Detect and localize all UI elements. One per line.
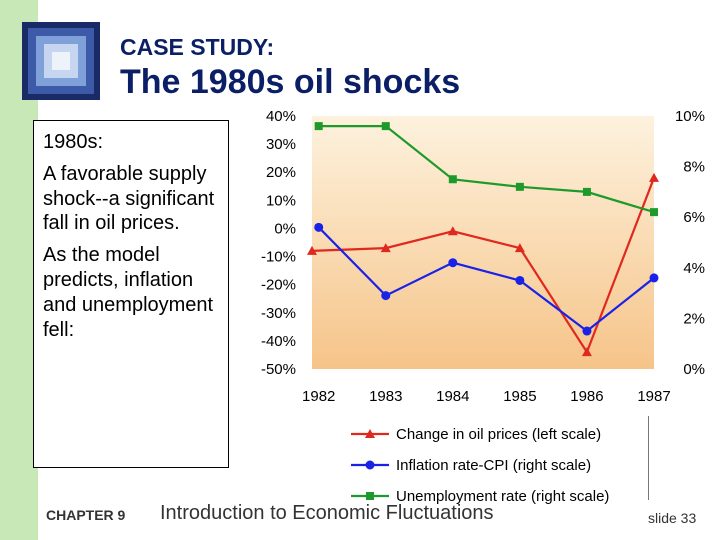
x-tick-label: 1983 [369, 388, 402, 405]
x-tick-label: 1987 [637, 388, 670, 405]
footer-chapter: CHAPTER 9 [46, 507, 126, 523]
legend-label: Change in oil prices (left scale) [396, 426, 601, 443]
left-tick-label: 20% [266, 164, 296, 181]
data-point [582, 187, 591, 196]
data-point [582, 326, 592, 336]
data-point [314, 122, 323, 131]
slide-title: The 1980s oil shocks [120, 63, 461, 101]
left-tick-label: 0% [274, 220, 296, 237]
legend-marker [366, 492, 374, 500]
data-point [448, 258, 458, 268]
legend-marker [365, 429, 375, 438]
body-line-1: 1980s: [43, 131, 104, 153]
text-box: 1980s: A favorable supply shock--a signi… [33, 120, 229, 468]
left-tick-label: -20% [261, 277, 296, 294]
data-point [581, 347, 592, 357]
x-tick-label: 1984 [436, 388, 469, 405]
left-tick-label: 30% [266, 136, 296, 153]
data-point [307, 245, 317, 255]
right-tick-label: 8% [683, 159, 705, 176]
left-tick-label: 40% [266, 108, 296, 125]
data-point [515, 275, 525, 285]
right-tick-label: 0% [683, 361, 705, 378]
data-point [649, 172, 659, 182]
right-tick-label: 10% [675, 108, 705, 125]
data-point [314, 222, 324, 232]
left-tick-label: -30% [261, 305, 296, 322]
data-point [514, 243, 525, 253]
data-point [447, 226, 458, 236]
data-point [381, 122, 390, 131]
right-tick-label: 6% [683, 209, 705, 226]
x-tick-label: 1986 [570, 388, 603, 405]
right-tick-label: 2% [683, 310, 705, 327]
data-point [380, 243, 391, 253]
oil-shock-chart: 40% 30% 20% 10% 0% -10% -20% -30% -40% -50% 10% 8%… [261, 108, 705, 505]
left-tick-label: 10% [266, 192, 296, 209]
case-study-label: CASE STUDY: [120, 34, 275, 60]
left-tick-label: -50% [261, 361, 296, 378]
body-line-3: As the model predicts, inflation and une… [43, 244, 214, 341]
legend-label: Inflation rate-CPI (right scale) [396, 457, 591, 474]
series-line [317, 226, 655, 333]
x-tick-label: 1982 [302, 388, 335, 405]
footer-divider [648, 416, 649, 500]
data-point [515, 182, 524, 191]
footer-title: Introduction to Economic Fluctuations [160, 502, 494, 524]
left-tick-label: -40% [261, 333, 296, 350]
legend-marker [365, 460, 375, 470]
data-point [649, 273, 659, 283]
x-tick-label: 1985 [503, 388, 536, 405]
series-line [318, 125, 655, 214]
right-tick-label: 4% [683, 260, 705, 277]
data-point [448, 175, 457, 184]
data-point [650, 208, 658, 217]
plot-area [312, 116, 654, 369]
left-tick-label: -10% [261, 249, 296, 266]
chapter-logo-image [22, 22, 100, 100]
legend-label: Unemployment rate (right scale) [396, 488, 609, 505]
body-line-2: A favorable supply shock--a significant … [43, 162, 215, 235]
slide-number: slide 33 [648, 510, 697, 526]
data-point [381, 291, 391, 301]
